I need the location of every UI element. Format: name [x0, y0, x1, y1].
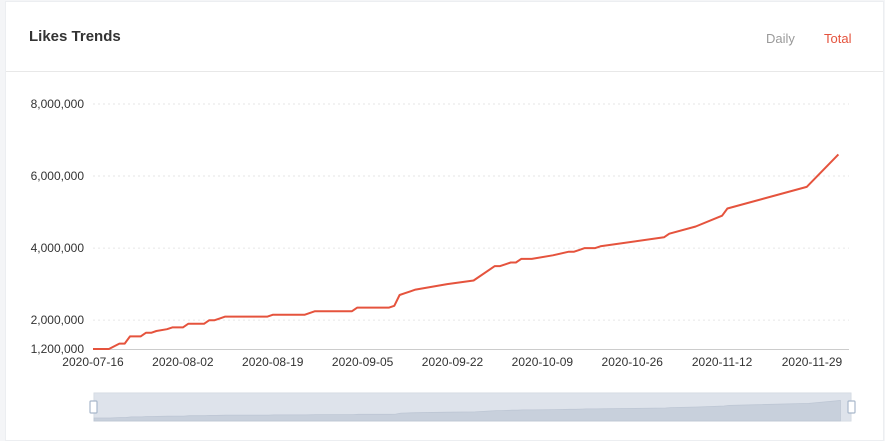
tab-total[interactable]: Total: [824, 31, 852, 46]
chart-title: Likes Trends: [29, 28, 121, 45]
x-tick-label: 2020-10-09: [512, 355, 574, 369]
likes-trends-card: Likes Trends Daily Total: [5, 1, 884, 441]
y-tick-label: 1,200,000: [31, 342, 85, 356]
x-tick-label: 2020-10-26: [602, 355, 664, 369]
zoom-slider-preview: [93, 400, 841, 422]
x-tick-label: 2020-11-12: [692, 355, 753, 369]
likes-series-line: [93, 153, 840, 350]
x-tick-label: 2020-08-19: [242, 355, 304, 369]
y-tick-label: 4,000,000: [31, 241, 85, 255]
zoom-slider-handle-right[interactable]: [847, 400, 856, 414]
x-tick-label: 2020-08-02: [152, 355, 214, 369]
x-tick-label: 2020-11-29: [782, 355, 843, 369]
y-tick-label: 8,000,000: [31, 97, 85, 111]
card-header: Likes Trends Daily Total: [6, 2, 883, 72]
x-tick-label: 2020-09-05: [332, 355, 394, 369]
y-tick-label: 6,000,000: [31, 169, 85, 183]
x-tick-label: 2020-07-16: [62, 355, 124, 369]
tab-daily[interactable]: Daily: [766, 31, 795, 46]
zoom-slider-handle-left[interactable]: [89, 400, 98, 414]
x-tick-label: 2020-09-22: [422, 355, 484, 369]
y-tick-label: 2,000,000: [31, 313, 85, 327]
